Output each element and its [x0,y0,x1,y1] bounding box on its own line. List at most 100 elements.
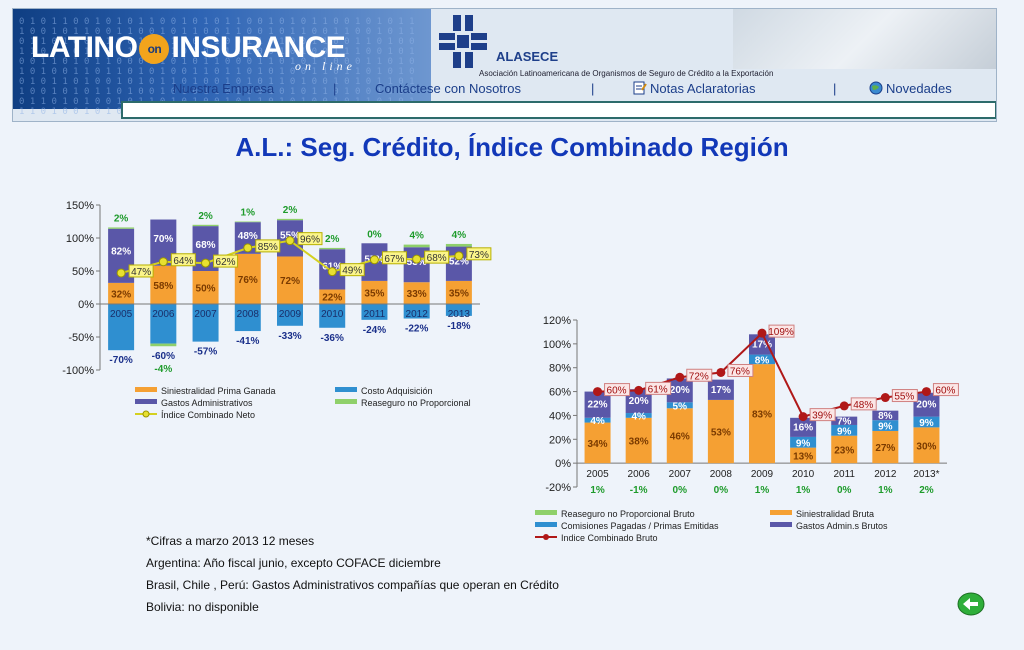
label-costo: -36% [321,333,344,344]
point-indice-combinado-neto [243,243,253,253]
bar-siniestralidad-bruta [913,427,940,464]
y-tick-label: 100% [543,339,571,351]
label-gastos: 61% [322,261,342,272]
x-tick-label: 2013* [913,469,939,480]
x-tick-label: 2012 [874,469,897,480]
bar-comisiones [831,424,858,436]
logo-subtitle: on line [295,59,356,73]
legend-label: Siniestralidad Prima Ganada [161,386,276,396]
label-gastos-brutos: 20% [629,396,649,407]
label-siniestralidad-bruta: 38% [629,436,649,447]
label-reaseguro-bruto: 2% [919,485,934,496]
bar-costo [403,304,430,319]
bar-siniestralidad [445,280,472,304]
x-tick-label: 2007 [194,309,217,320]
label-reaseguro-bruto: 1% [755,485,770,496]
label-gastos-brutos: 16% [793,422,813,433]
bar-reaseguro [108,227,135,229]
label-indice-bruto: 48% [853,400,873,411]
label-gastos-brutos: 17% [711,385,731,396]
y-tick-label: -100% [62,365,94,377]
point-indice-combinado-neto [327,267,337,277]
label-indice-bruto: 55% [894,392,914,403]
label-siniestralidad-bruta: 34% [588,439,608,450]
y-tick-label: 120% [543,315,571,327]
y-tick-label: 40% [549,410,571,422]
label-indice: 73% [469,250,489,261]
alasece-logo-icon [439,15,487,68]
label-box-indice [604,383,631,397]
label-comisiones: 9% [796,438,811,449]
nav-nuestra-empresa[interactable]: Nuestra Empresa [173,80,275,96]
label-reaseguro: 1% [241,208,256,219]
label-siniestralidad: 72% [280,276,300,287]
label-siniestralidad: 35% [364,288,384,299]
label-siniestralidad-bruta: 23% [834,445,854,456]
x-tick-label: 2009 [751,469,774,480]
y-tick-label: 20% [549,434,571,446]
x-tick-label: 2011 [833,469,855,480]
bar-gastos-brutos [666,378,693,403]
bar-comisiones [913,416,940,428]
point-indice-combinado-bruto [880,393,890,403]
label-indice: 47% [131,267,151,278]
legend-swatch [535,510,557,515]
point-indice-combinado-bruto [634,385,644,395]
x-tick-label: 2008 [710,469,733,480]
y-tick-label: 100% [66,233,94,245]
label-box-indice [213,254,239,268]
label-indice: 96% [300,235,320,246]
label-box-indice [891,389,918,403]
bar-gastos-brutos [707,379,734,400]
bar-siniestralidad [403,282,430,304]
label-gastos-brutos: 22% [588,399,608,410]
point-indice-combinado-neto [369,255,379,265]
label-reaseguro: 2% [114,213,129,224]
legend-label: Reaseguro no Proporcional [361,398,471,408]
label-indice-bruto: 109% [768,327,794,338]
x-tick-label: 2010 [792,469,815,480]
point-indice-combinado-neto [285,236,295,246]
footnotes: *Cifras a marzo 2013 12 meses Argentina:… [146,530,559,618]
bar-siniestralidad-bruta [666,408,693,464]
label-box-indice [170,253,196,267]
chart-indice-combinado-neto: 150% 100% 50% 0% -50% -100% 2005 32% 82% 2% -70% 20… [62,200,492,420]
nav-contactese[interactable]: Contáctese con Nosotros [375,80,521,96]
label-comisiones: 9% [837,426,852,437]
label-reaseguro-bruto: 1% [878,485,893,496]
bar-siniestralidad [108,282,135,304]
label-costo: -22% [405,324,428,335]
legend-label: Gastos Administrativos [161,398,253,408]
point-indice-combinado-neto [201,258,211,268]
bar-comisiones [584,417,611,423]
bar-costo [445,304,472,316]
label-reaseguro: 4% [452,230,467,241]
globe-icon [869,81,883,94]
label-costo: -57% [194,347,217,358]
label-indice: 67% [384,254,404,265]
label-siniestralidad: 35% [449,288,469,299]
label-gastos: 52% [449,256,469,267]
nav-notas-aclaratorias[interactable]: Notas Aclaratorias [633,81,756,96]
point-indice-combinado-bruto [798,412,808,422]
label-indice-bruto: 60% [935,386,955,397]
bar-reaseguro [150,343,177,347]
label-gastos-brutos: 20% [670,385,690,396]
label-siniestralidad-bruta: 83% [752,410,772,421]
label-siniestralidad: 50% [196,284,216,295]
legend-swatch [335,387,357,392]
legend-swatch [142,410,150,418]
x-tick-label: 2011 [364,309,386,320]
label-reaseguro: 0% [367,229,382,240]
legend-label: Indice Combinado Bruto [561,533,658,543]
nav-novedades[interactable]: Novedades [869,81,952,96]
point-indice-combinado-bruto [839,401,849,411]
label-siniestralidad-bruta: 53% [711,428,731,439]
bar-siniestralidad-bruta [749,364,775,464]
legend-label: Reaseguro no Proporcional Bruto [561,509,695,519]
back-arrow-button[interactable] [957,592,985,616]
bar-costo [319,304,346,328]
point-indice-combinado-bruto [757,328,767,338]
legend-label: Índice Combinado Neto [161,410,255,420]
label-gastos-brutos: 8% [878,411,893,422]
